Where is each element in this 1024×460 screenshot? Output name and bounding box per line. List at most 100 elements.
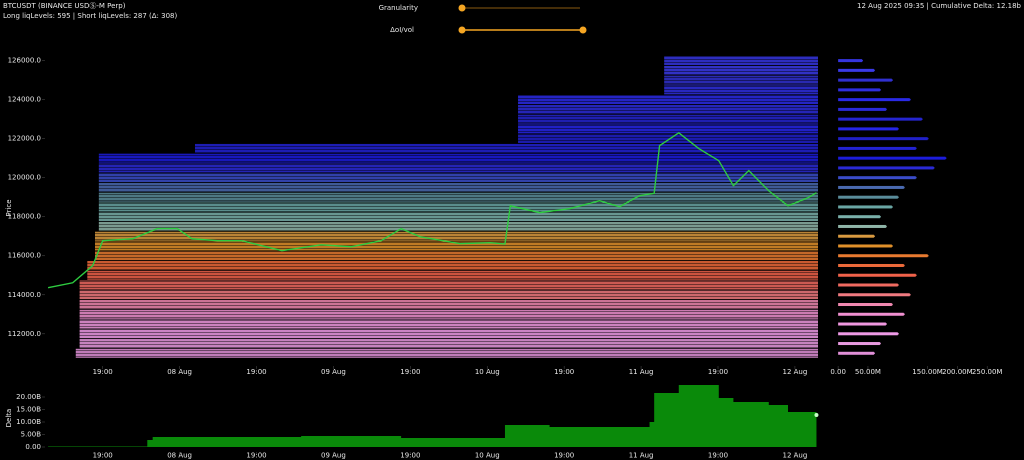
liq-size-bar (838, 273, 916, 277)
liq-size-dot (914, 176, 917, 179)
liq-size-bar (838, 234, 874, 238)
liq-size-bar (838, 127, 898, 131)
side-tick-label: 0.00 (830, 368, 846, 376)
liq-size-bar (838, 88, 880, 92)
separator (818, 45, 826, 371)
liq-size-dot (872, 69, 875, 72)
liq-size-dot (890, 303, 893, 306)
liq-size-dot (908, 293, 911, 296)
x-tick-label: 19:00 (93, 368, 113, 376)
delta-y-tick-label: 15.00B (16, 406, 41, 414)
liq-size-bar (838, 117, 922, 121)
liq-size-bar (838, 332, 898, 336)
status: 12 Aug 2025 09:35 | Cumulative Delta: 12… (857, 2, 1022, 10)
liq-size-dot (884, 225, 887, 228)
delta-area (48, 385, 817, 447)
y-axis-title: Price (5, 199, 13, 216)
liq-size-dot (896, 284, 899, 286)
liq-size-bar (838, 205, 892, 209)
delta-y-tick-label: 10.00B (16, 418, 41, 426)
liq-size-bar (838, 312, 904, 316)
x-tick-label: 10 Aug (475, 368, 500, 376)
delta-x-tick-label: 09 Aug (321, 452, 346, 460)
liq-size-dot (902, 313, 905, 316)
liq-size-bar (838, 293, 910, 297)
liq-size-dot (932, 166, 935, 169)
liq-size-bar (838, 263, 904, 267)
liq-size-dot (920, 118, 923, 121)
x-tick-label: 09 Aug (321, 368, 346, 376)
side-tick-label: 150.00M (912, 368, 943, 376)
liq-size-dot (926, 137, 929, 140)
liq-size-dot (914, 274, 917, 277)
delta-x-tick-label: 19:00 (708, 452, 728, 460)
liq-size-bar (838, 215, 880, 219)
x-tick-label: 19:00 (246, 368, 266, 376)
liq-size-bar (838, 107, 886, 111)
slider-handle[interactable] (458, 26, 466, 34)
liq-size-dot (884, 323, 887, 326)
slider-label: Granularity (379, 4, 418, 12)
delta-x-tick-label: 12 Aug (783, 452, 808, 460)
y-tick-label: 126000.0 (8, 57, 41, 65)
liq-size-dot (860, 59, 863, 62)
y-tick-label: 120000.0 (8, 174, 41, 182)
delta-x-tick-label: 19:00 (400, 452, 420, 460)
liq-size-dot (890, 79, 893, 82)
liq-size-bar (838, 185, 904, 189)
plot-layers: 112000.0 114000.0 116000.0 118000.0 120000.0… (8, 45, 1003, 460)
delta-y-tick-label: 0.00 (25, 443, 41, 451)
x-tick-label: 19:00 (708, 368, 728, 376)
x-tick-label: 11 Aug (629, 368, 654, 376)
delta-axis-title: Delta (5, 409, 13, 428)
side-tick-label: 250.00M (972, 368, 1003, 376)
liq-size-dot (944, 157, 947, 160)
liq-size-dot (878, 88, 881, 91)
y-tick-label: 114000.0 (8, 291, 41, 299)
liq-size-dot (872, 352, 875, 355)
x-tick-label: 12 Aug (783, 368, 808, 376)
liq-size-bar (838, 351, 874, 355)
delta-x-tick-label: 19:00 (554, 452, 574, 460)
liq-size-bar (838, 283, 898, 287)
liq-size-dot (896, 332, 899, 335)
texture (45, 45, 818, 365)
y-tick-label: 116000.0 (8, 252, 41, 260)
x-tick-label: 19:00 (400, 368, 420, 376)
liq-size-bar (838, 244, 892, 248)
liq-size-dot (896, 196, 899, 199)
symbol: BTCUSDT (BINANCE USDⓈ-M Perp) (3, 2, 126, 10)
slider-label: ΔoI/vol (390, 26, 414, 34)
liq-size-bar (838, 68, 874, 72)
liq-size-dot (884, 108, 887, 111)
liq-size-dot (878, 215, 881, 218)
y-tick-label: 112000.0 (8, 330, 41, 338)
x-tick-label: 19:00 (554, 368, 574, 376)
liq-size-dot (872, 235, 875, 238)
liq-size-bar (838, 303, 892, 307)
liq-size-dot (896, 127, 899, 130)
liq-size-dot (926, 254, 929, 257)
delta-y-tick-label: 5.00B (21, 431, 42, 439)
liq-size-bar (838, 195, 898, 199)
liq-size-bar (838, 176, 916, 180)
liq-size-bar (838, 156, 946, 160)
slider-handle[interactable] (579, 26, 587, 34)
delta-x-tick-label: 19:00 (246, 452, 266, 460)
liq-size-bar (838, 78, 892, 82)
liq-size-dot (902, 186, 905, 189)
delta-last-point (814, 413, 819, 417)
liq-size-bar (838, 322, 886, 326)
delta-x-tick-label: 10 Aug (475, 452, 500, 460)
y-tick-label: 122000.0 (8, 135, 41, 143)
delta-x-tick-label: 19:00 (93, 452, 113, 460)
y-tick-label: 124000.0 (8, 96, 41, 104)
slider-handle[interactable] (458, 4, 466, 12)
liq-size-dot (902, 264, 905, 267)
delta-x-tick-label: 11 Aug (629, 452, 654, 460)
liq-size-bar (838, 98, 910, 102)
y-tick-label: 118000.0 (8, 213, 41, 221)
liq-size-bar (838, 137, 928, 141)
liq-size-dot (878, 342, 881, 345)
liq-size-dot (908, 98, 911, 101)
